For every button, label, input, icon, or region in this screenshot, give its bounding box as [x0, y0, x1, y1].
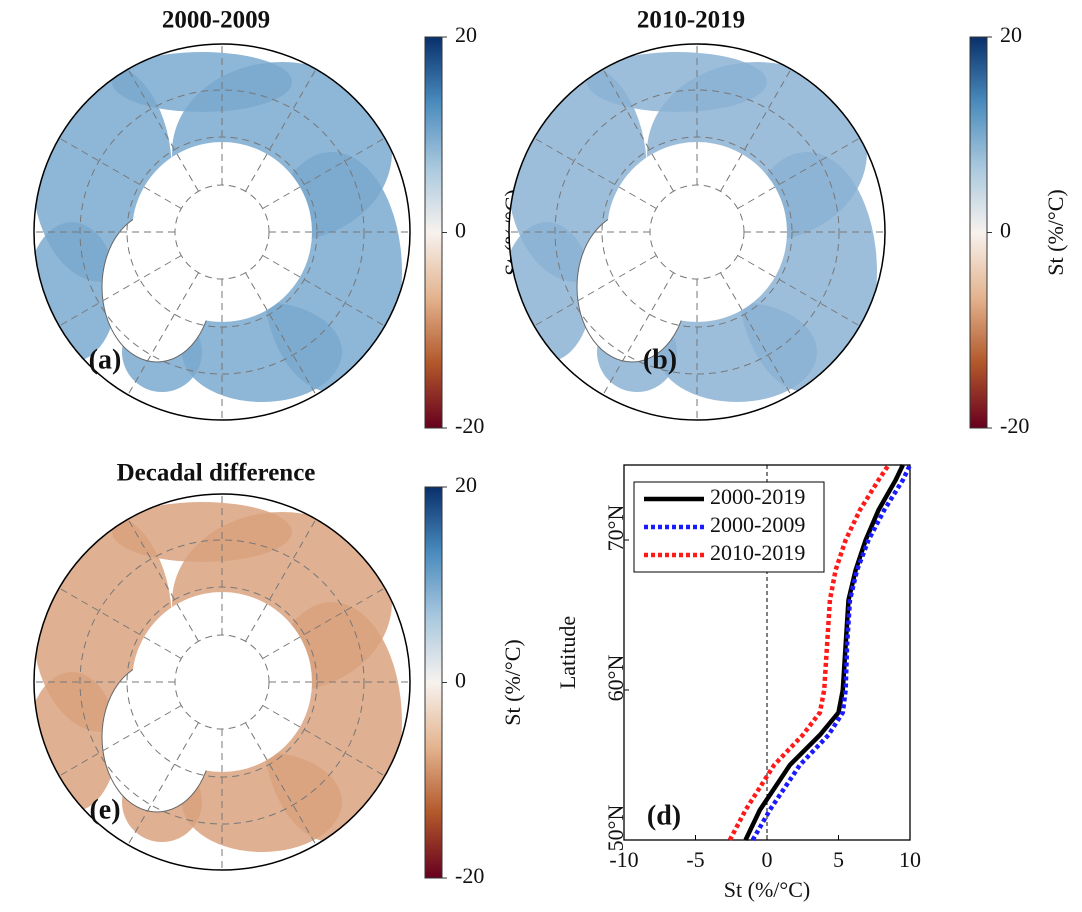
colorbar-tick-label: 20: [1000, 22, 1022, 47]
colorbar-tick-label: 20: [455, 22, 477, 47]
colorbar: [425, 487, 442, 878]
y-tick-label: 60°N: [603, 655, 628, 702]
x-axis-label: St (%/°C): [724, 877, 810, 902]
panel-label: (e): [89, 794, 120, 825]
map-title: 2000-2009: [162, 7, 270, 34]
land: [112, 502, 292, 562]
colorbar-tick-label: -20: [455, 413, 484, 438]
colorbar-tick-label: 0: [1000, 218, 1011, 243]
colorbar-tick-label: -20: [455, 863, 484, 888]
y-axis-label: Latitude: [555, 616, 580, 689]
map-area: [27, 494, 410, 870]
x-tick-label: 0: [762, 847, 773, 872]
map-area: [502, 44, 885, 420]
map-title: 2010-2019: [637, 7, 745, 34]
colorbar-tick-label: 0: [455, 218, 466, 243]
y-tick-label: 70°N: [603, 505, 628, 552]
land: [587, 52, 767, 112]
x-tick-label: 5: [833, 847, 844, 872]
colorbar-label: St (%/°C): [500, 639, 525, 725]
figure: 2000-2009 (a) -20 0 20 St (%/°C) 2010-2019 (b) -…: [0, 0, 1082, 912]
colorbar-tick-label: -20: [1000, 413, 1029, 438]
map-title: Decadal difference: [117, 460, 316, 487]
panel-label: (a): [89, 344, 122, 375]
colorbar: [425, 37, 442, 428]
colorbar-tick-label: 0: [455, 668, 466, 693]
legend-label: 2000-2009: [710, 512, 805, 537]
x-tick-label: 10: [899, 847, 921, 872]
y-tick-label: 50°N: [603, 805, 628, 852]
x-tick-label: -5: [686, 847, 704, 872]
panel-label: (d): [647, 800, 681, 831]
legend-label: 2000-2019: [710, 484, 805, 509]
legend-label: 2010-2019: [710, 540, 805, 565]
colorbar-tick-label: 20: [455, 472, 477, 497]
colorbar-label: St (%/°C): [1043, 189, 1068, 275]
colorbar: [970, 37, 987, 428]
land: [112, 52, 292, 112]
map-area: [27, 44, 410, 420]
panel-label: (b): [643, 344, 677, 375]
